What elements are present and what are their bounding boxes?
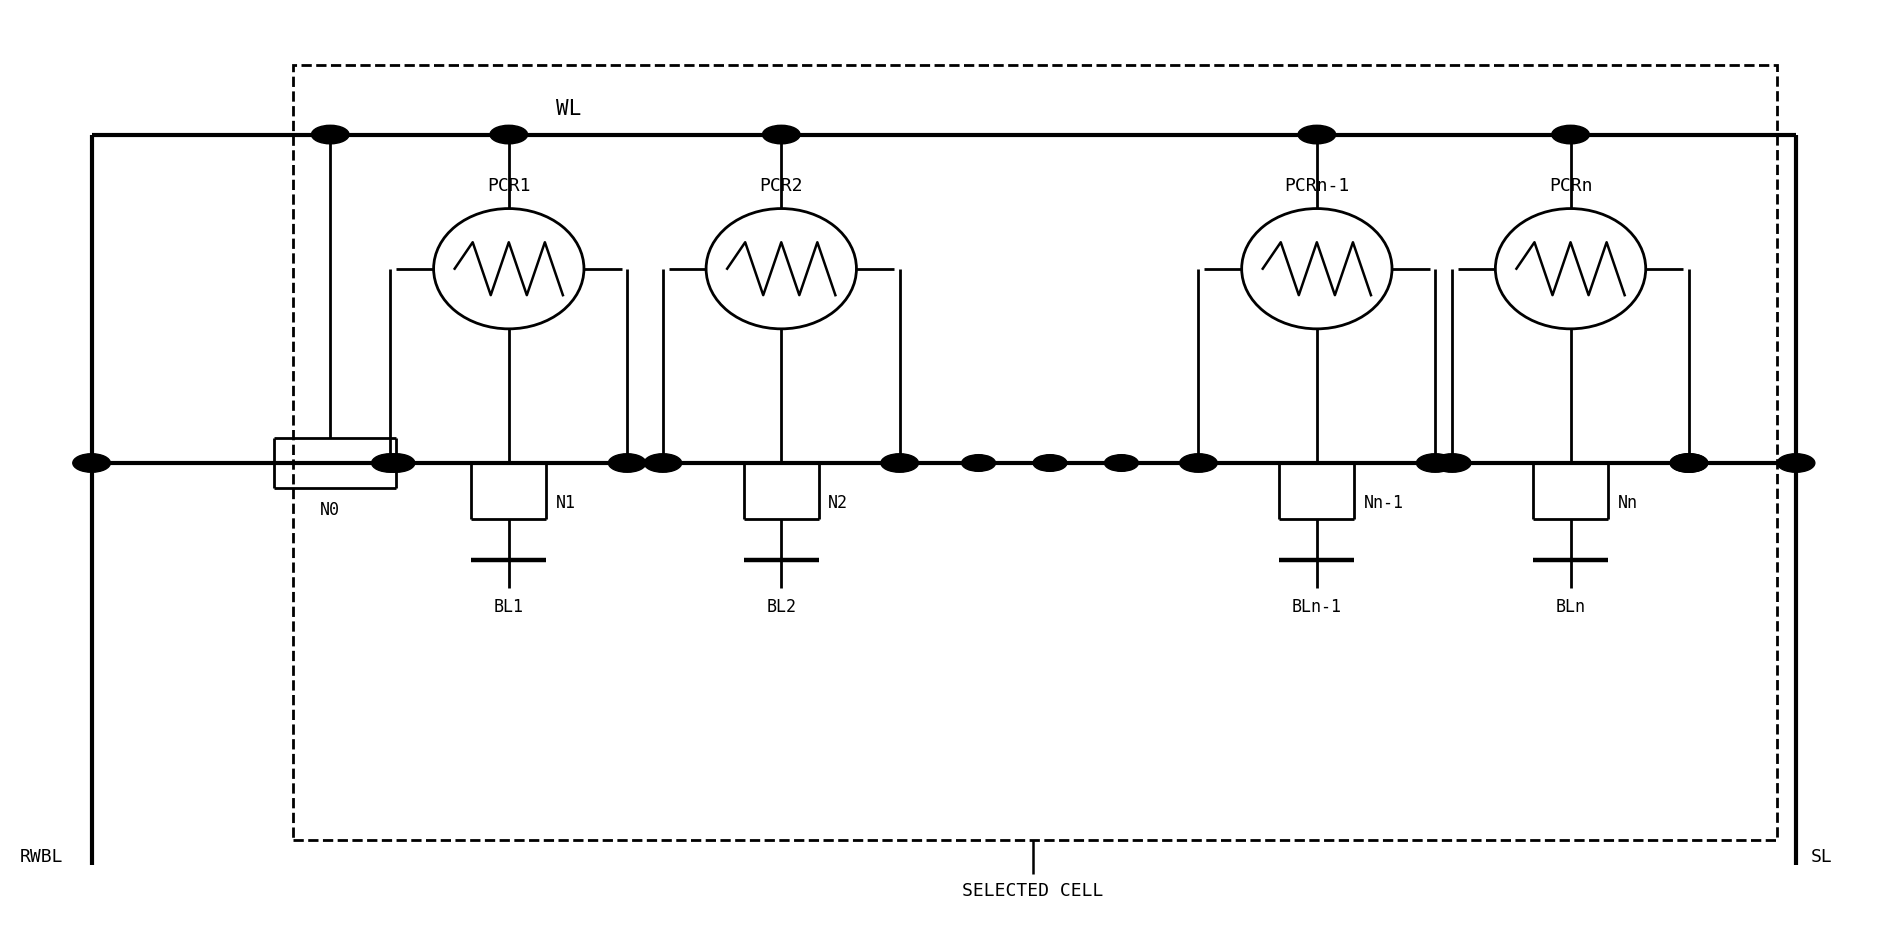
Text: N1: N1 (555, 493, 576, 512)
Circle shape (962, 455, 996, 472)
Text: BLn-1: BLn-1 (1291, 598, 1342, 616)
Text: WL: WL (555, 99, 582, 119)
Text: PCRn: PCRn (1549, 177, 1592, 195)
Circle shape (376, 454, 414, 473)
Text: PCRn-1: PCRn-1 (1284, 177, 1349, 195)
Circle shape (1299, 126, 1336, 145)
Circle shape (1553, 126, 1588, 145)
Circle shape (762, 126, 800, 145)
Circle shape (311, 126, 348, 145)
Circle shape (1105, 455, 1139, 472)
Ellipse shape (1242, 210, 1393, 329)
Text: SL: SL (1810, 847, 1833, 865)
Text: PCR2: PCR2 (760, 177, 804, 195)
Circle shape (644, 454, 681, 473)
Circle shape (73, 454, 111, 473)
Ellipse shape (1496, 210, 1645, 329)
Circle shape (1180, 454, 1218, 473)
Circle shape (1669, 454, 1707, 473)
Text: PCR1: PCR1 (487, 177, 531, 195)
Ellipse shape (433, 210, 583, 329)
Circle shape (1434, 454, 1472, 473)
Text: Nn: Nn (1617, 493, 1637, 512)
Circle shape (1669, 454, 1707, 473)
Ellipse shape (706, 210, 856, 329)
Circle shape (371, 454, 408, 473)
Text: BL1: BL1 (493, 598, 523, 616)
Text: N0: N0 (320, 500, 341, 518)
Circle shape (1417, 454, 1455, 473)
Text: RWBL: RWBL (21, 847, 64, 865)
Text: BLn: BLn (1556, 598, 1585, 616)
Text: Nn-1: Nn-1 (1364, 493, 1404, 512)
Text: N2: N2 (828, 493, 849, 512)
Circle shape (881, 454, 918, 473)
Circle shape (608, 454, 646, 473)
Circle shape (1777, 454, 1814, 473)
Text: SELECTED CELL: SELECTED CELL (962, 882, 1103, 899)
Circle shape (489, 126, 527, 145)
Circle shape (1033, 455, 1067, 472)
Text: BL2: BL2 (766, 598, 796, 616)
